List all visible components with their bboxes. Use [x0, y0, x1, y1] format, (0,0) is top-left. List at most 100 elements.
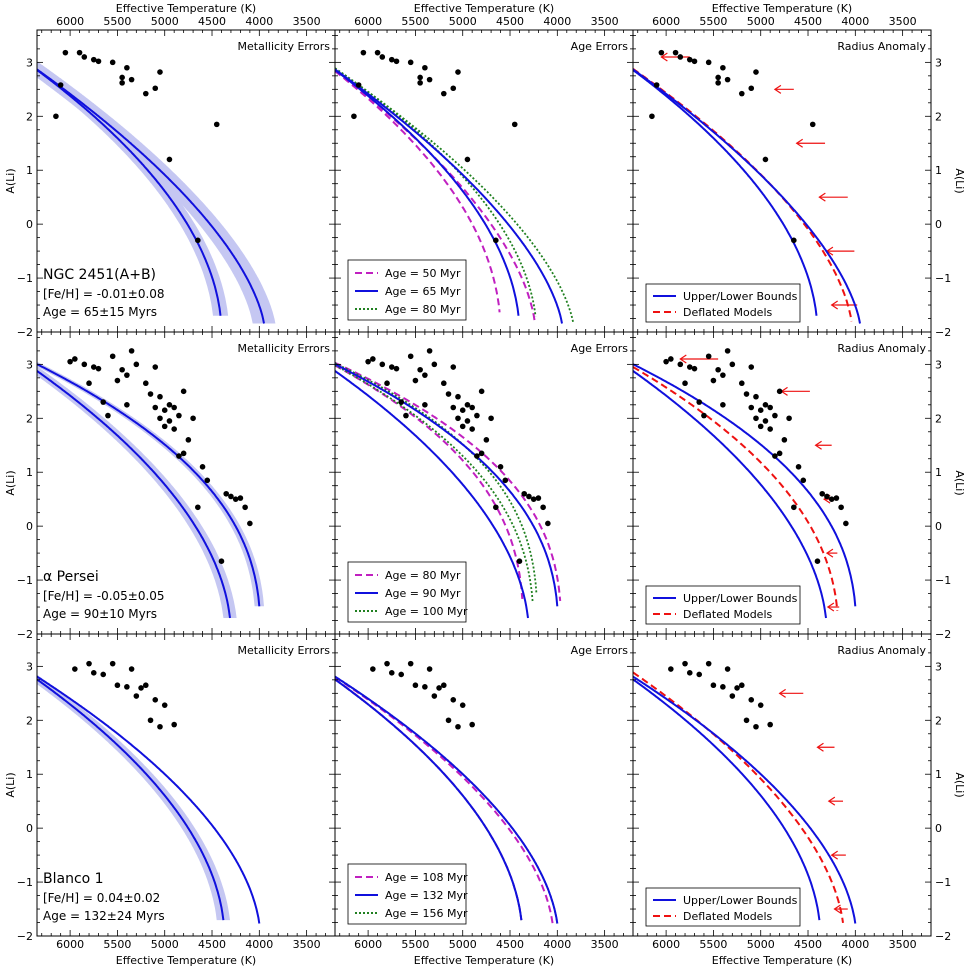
model-curve-hot	[335, 678, 523, 921]
star-point	[445, 717, 452, 724]
y-tick-label: 0	[935, 822, 942, 835]
x-tick-label: 4000	[841, 15, 869, 28]
x-tick-label: 3500	[293, 938, 321, 951]
model-curve-cool	[633, 675, 857, 924]
star-point	[464, 156, 471, 163]
star-point	[407, 59, 414, 66]
star-point	[119, 74, 125, 81]
legend-label: Age = 50 Myr	[385, 267, 461, 280]
age-curve-young	[335, 676, 554, 924]
star-point	[459, 407, 466, 413]
star-point	[757, 423, 764, 430]
y-tick-label: −2	[17, 628, 33, 641]
star-point	[530, 496, 537, 502]
star-point	[72, 666, 78, 672]
star-point	[62, 49, 69, 56]
y-axis-label: A(Li)	[953, 168, 966, 193]
star-point	[142, 90, 149, 97]
radius-arrow-head	[830, 850, 838, 860]
star-point	[351, 113, 357, 120]
star-point	[440, 90, 447, 97]
star-point	[464, 418, 471, 424]
star-point	[776, 450, 783, 457]
star-point	[705, 660, 712, 667]
radius-arrow-head	[816, 742, 824, 752]
star-point	[119, 366, 125, 373]
model-curve-cool	[37, 675, 261, 924]
star-point	[668, 666, 674, 672]
x-tick-label: 5500	[103, 15, 131, 28]
star-point	[124, 372, 130, 378]
star-point	[705, 353, 712, 360]
star-point	[474, 453, 480, 459]
star-point	[152, 85, 159, 92]
star-point	[469, 404, 475, 411]
legend-label: Deflated Models	[683, 910, 772, 923]
star-point	[81, 361, 88, 368]
y-tick-label: 2	[26, 412, 33, 425]
star-point	[147, 717, 154, 724]
star-point	[67, 358, 73, 365]
star-point	[109, 660, 116, 667]
panel-0-2	[633, 49, 861, 324]
radius-arrow-head	[795, 138, 803, 148]
star-point	[185, 437, 192, 443]
legend-label: Upper/Lower Bounds	[683, 592, 798, 605]
star-point	[370, 356, 376, 362]
star-point	[720, 684, 726, 690]
cluster-age: Age = 90±10 Myrs	[43, 607, 157, 621]
star-point	[95, 58, 102, 65]
star-point	[772, 453, 778, 459]
star-point	[767, 721, 773, 728]
star-point	[776, 388, 783, 395]
star-point	[228, 493, 234, 500]
panel-2-2	[633, 660, 857, 924]
star-point	[152, 696, 159, 703]
star-point	[649, 113, 655, 120]
star-point	[540, 504, 546, 511]
column-title: Radius Anomaly	[837, 342, 926, 355]
x-tick-label: 5000	[151, 15, 179, 28]
star-point	[171, 426, 177, 432]
y-axis-label: A(Li)	[953, 772, 966, 797]
star-point	[474, 412, 480, 419]
star-point	[478, 450, 485, 457]
model-curve-cool	[37, 68, 265, 324]
star-point	[237, 495, 244, 501]
star-point	[176, 412, 182, 419]
star-point	[105, 412, 111, 419]
x-tick-label: 4500	[794, 938, 822, 951]
y-tick-label: 1	[935, 164, 942, 177]
model-curve-cool	[633, 68, 861, 324]
star-point	[715, 80, 721, 86]
star-point	[166, 418, 173, 424]
legend-label: Upper/Lower Bounds	[683, 894, 798, 907]
x-tick-label: 5000	[747, 15, 775, 28]
star-point	[124, 684, 130, 690]
star-point	[738, 380, 745, 387]
star-point	[213, 121, 220, 128]
y-tick-label: 0	[26, 520, 33, 533]
star-point	[710, 682, 717, 689]
star-point	[142, 380, 149, 387]
star-point	[767, 404, 773, 411]
x-tick-label: 6000	[354, 938, 382, 951]
radius-arrow-head	[826, 602, 835, 612]
star-point	[686, 364, 693, 370]
star-point	[464, 402, 471, 408]
star-point	[502, 477, 509, 484]
star-point	[223, 490, 230, 497]
star-point	[753, 393, 759, 400]
star-point	[166, 156, 173, 163]
x-axis-label: Effective Temperature (K)	[712, 954, 852, 967]
panel-1-2	[633, 348, 857, 619]
model-curve-cool	[335, 68, 563, 324]
star-point	[152, 404, 159, 411]
star-point	[672, 49, 679, 56]
y-axis-label: A(Li)	[953, 470, 966, 495]
star-point	[388, 670, 395, 676]
star-point	[100, 671, 107, 678]
column-title: Age Errors	[571, 644, 629, 657]
radius-arrow-head	[830, 300, 838, 310]
panel-1-1	[335, 348, 562, 619]
